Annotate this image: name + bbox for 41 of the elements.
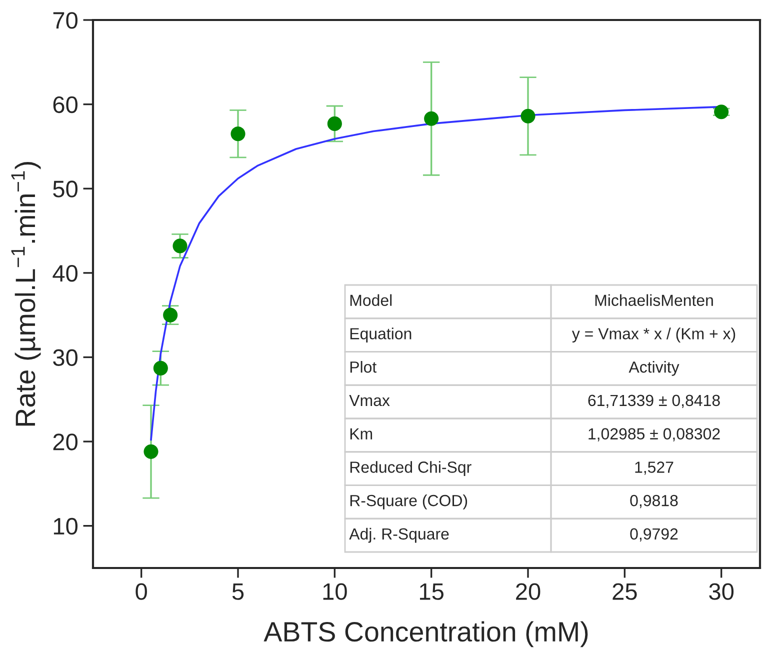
- annotation: Vmax: [349, 394, 390, 406]
- x-tick-label: 10: [323, 583, 347, 600]
- y-tick-label: 70: [53, 12, 78, 29]
- point: [144, 444, 158, 459]
- annotation: Plot: [350, 360, 377, 373]
- x-tick-label: 15: [420, 583, 444, 600]
- x-tick-label: 0: [136, 583, 147, 600]
- y-tick-label: 20: [53, 434, 78, 450]
- point: [172, 238, 188, 254]
- annotation: Adj. R-Square: [349, 528, 449, 543]
- annotation: Activity: [628, 360, 680, 376]
- x-axis-title: ABTS Concentration (mM): [264, 621, 588, 648]
- point: [163, 308, 178, 322]
- x-tick-label: 5: [232, 583, 244, 600]
- annotation: MichaelisMenten: [595, 294, 713, 306]
- annotation: y = Vmax * x / (Km + x): [572, 328, 736, 343]
- annotation: Km: [350, 428, 372, 440]
- y-tick-label: 10: [54, 518, 78, 535]
- point: [153, 360, 168, 376]
- x-tick-label: 20: [516, 583, 540, 600]
- annotation: 0,9792: [630, 528, 678, 542]
- annotation: Reduced Chi-Sqr: [350, 461, 472, 476]
- point: [520, 108, 536, 124]
- y-axis-title: Rate (µmol.L$^{−1}$.min$^{−1}$): [11, 162, 41, 426]
- x-tick-label: 30: [709, 583, 734, 600]
- point: [424, 111, 439, 126]
- point: [327, 116, 342, 131]
- x-tick-label: 25: [612, 583, 637, 600]
- y-tick-label: 30: [53, 349, 78, 366]
- annotation: Equation: [350, 328, 412, 343]
- point: [714, 104, 729, 120]
- y-tick-label: 60: [53, 96, 78, 114]
- annotation: 1,02985 ± 0,08302: [588, 428, 720, 442]
- annotation: R-Square (COD): [350, 494, 468, 510]
- point: [230, 126, 246, 142]
- annotation: Model: [350, 294, 392, 306]
- annotation: 61,71339 ± 0,8418: [588, 394, 720, 408]
- annotation: 1,527: [635, 462, 674, 475]
- annotation: 0,9818: [630, 494, 678, 508]
- y-tick-label: 50: [53, 180, 78, 198]
- y-tick-label: 40: [52, 264, 78, 282]
